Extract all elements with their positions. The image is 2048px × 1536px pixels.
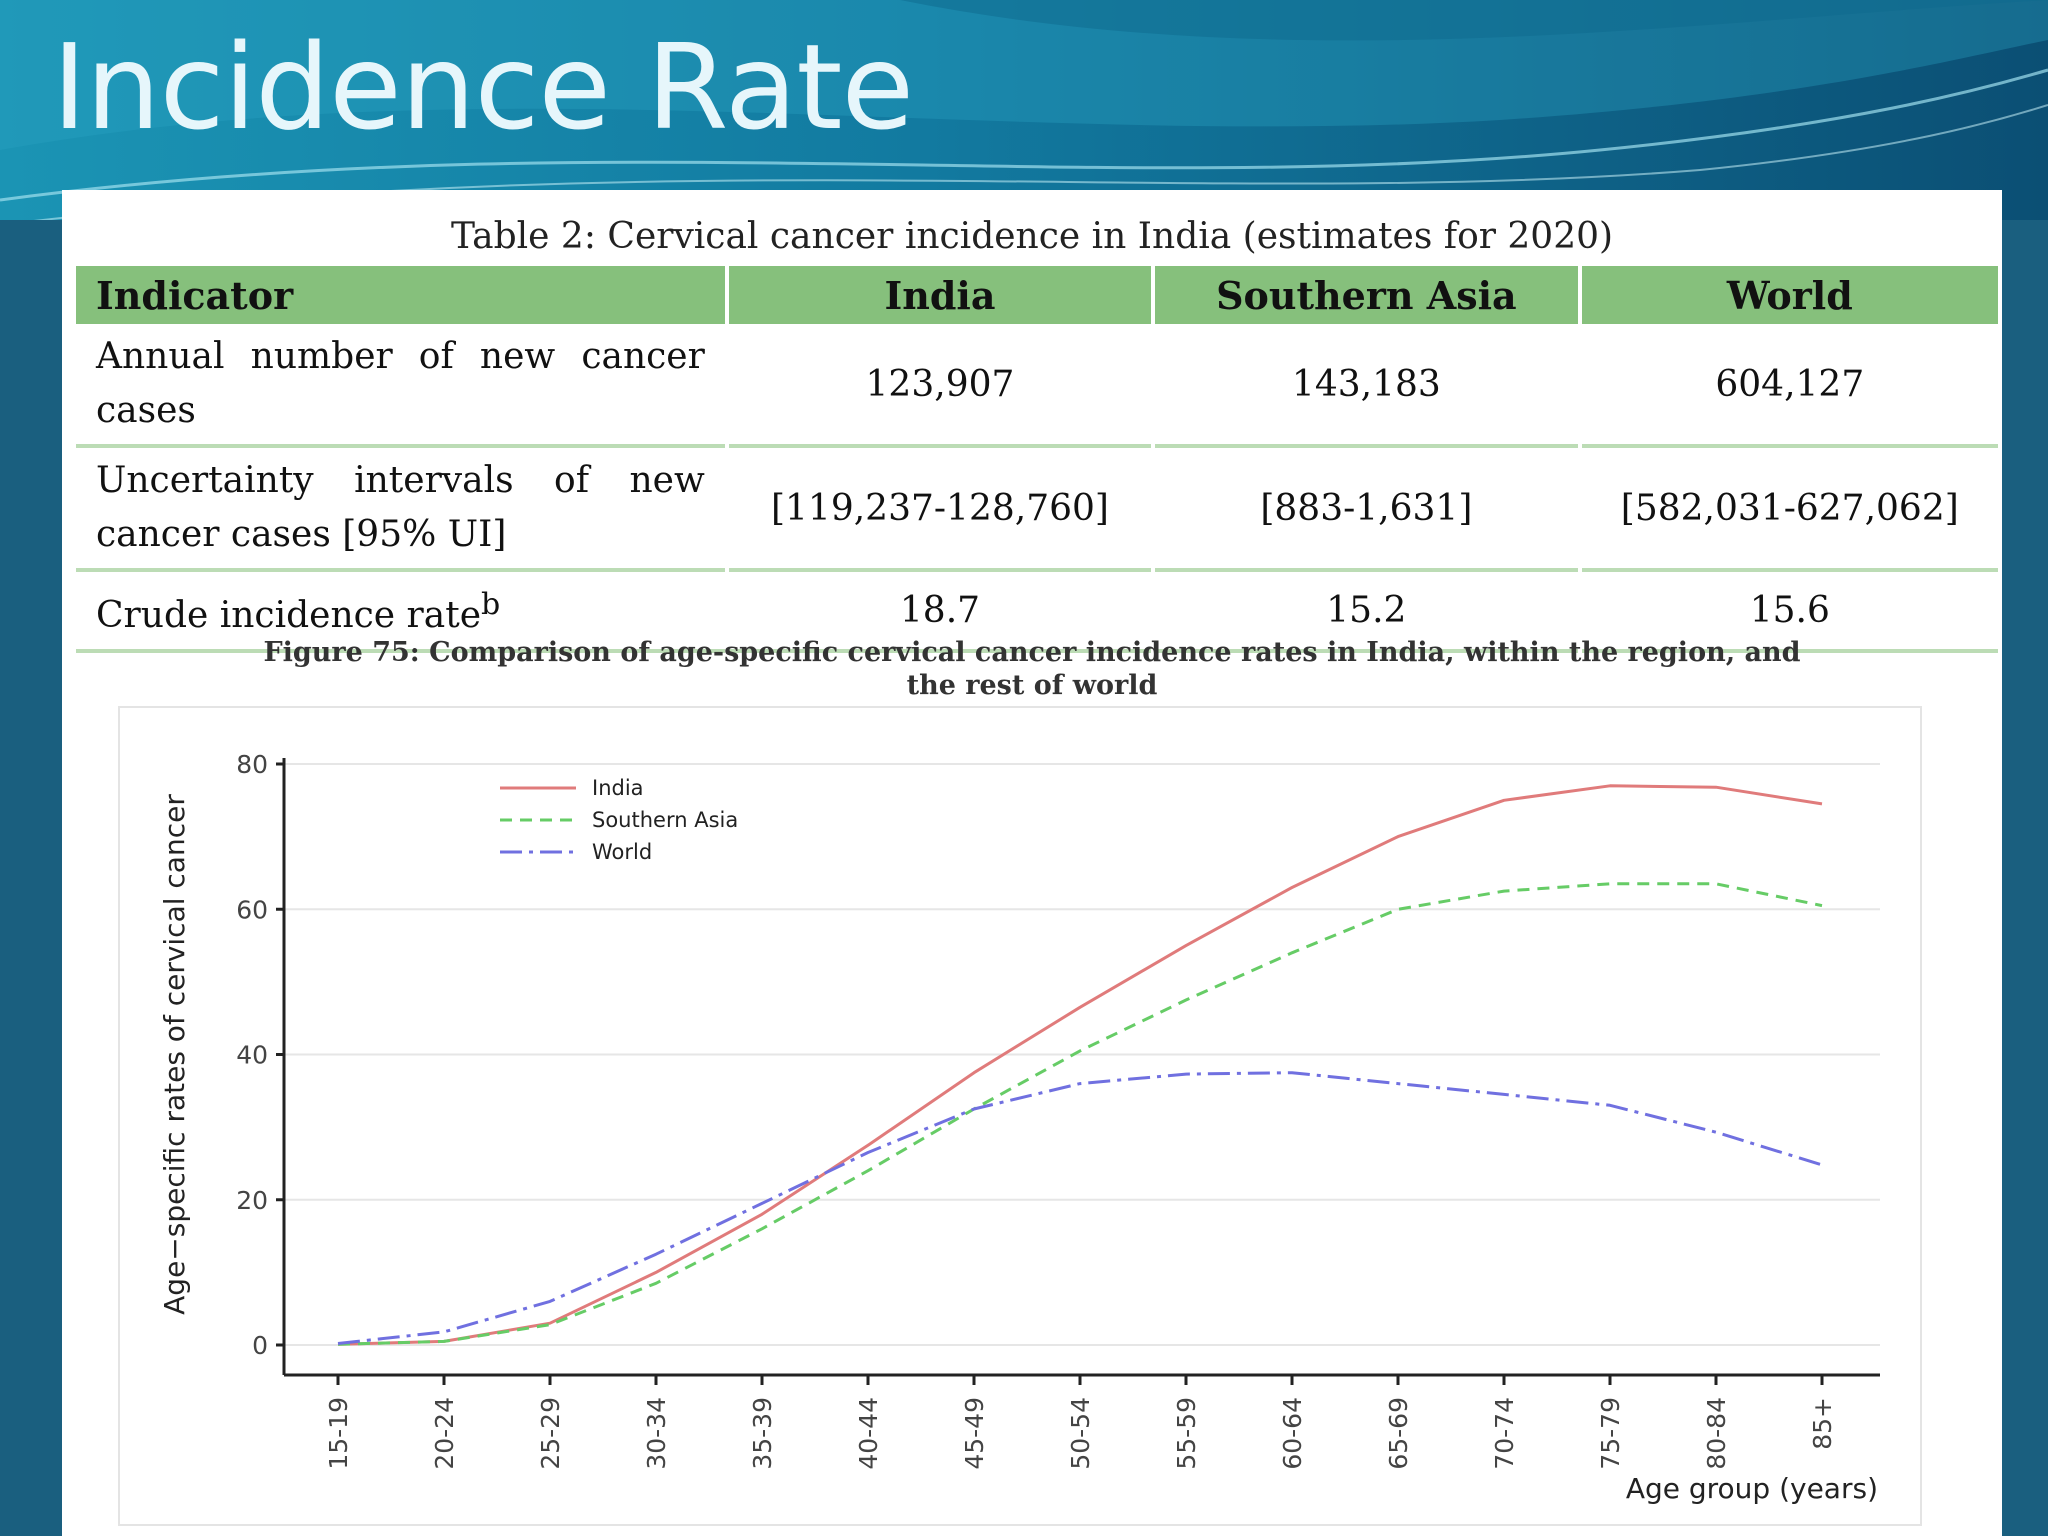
plot-frame: 0 20 40 60 80 15-19 20-24 25-29 30-34 35-39 40-44 4… [118,706,1922,1526]
x-tick-label: 15-19 [324,1397,353,1470]
legend-label: Southern Asia [592,808,738,832]
series-line-southern-asia [337,882,1823,1346]
series-line-world [337,1071,1823,1345]
legend-label: India [592,776,644,800]
x-tick-label: 85+ [1808,1397,1837,1450]
x-tick-label: 35-39 [748,1397,777,1470]
x-tick-label: 55-59 [1172,1397,1201,1470]
table-caption: Table 2: Cervical cancer incidence in In… [450,216,1614,257]
value-cell: [582,031-627,062] [1581,448,1998,572]
x-tick-label: 50-54 [1066,1397,1095,1470]
header-india: India [728,266,1152,324]
y-tick-label: 60 [236,895,268,924]
x-tick-label: 30-34 [642,1397,671,1470]
y-axis-label: Age−specific rates of cervical cancer [158,794,191,1315]
value-cell: 18.7 [728,572,1152,653]
y-tick-label: 20 [236,1186,268,1215]
header-wave-background [0,0,2048,220]
incidence-table: Indicator India Southern Asia World Annu… [72,266,2002,653]
footnote-marker: b [481,587,501,622]
y-tick-label: 40 [236,1041,268,1070]
figure-caption-line-1: Figure 75: Comparison of age-specific ce… [263,637,1801,668]
line-chart: 0 20 40 60 80 15-19 20-24 25-29 30-34 35-39 40-44 4… [158,750,1880,1505]
slide-title: Incidence Rate [52,18,914,156]
x-tick-label: 45-49 [960,1397,989,1470]
value-cell: 15.2 [1155,572,1578,653]
value-cell: [119,237-128,760] [728,448,1152,572]
indicator-cell: Uncertainty intervals of new cancer case… [76,448,725,572]
header-indicator: Indicator [76,266,725,324]
content-panel: Table 2: Cervical cancer incidence in In… [62,190,2002,1536]
figure-caption: Figure 75: Comparison of age-specific ce… [112,636,1952,702]
table-row: Crude incidence rateb 18.7 15.2 15.6 [76,572,1998,653]
indicator-text: Crude incidence rate [96,595,481,636]
y-tick-label: 80 [236,750,268,779]
x-tick-label: 20-24 [430,1397,459,1470]
table-row: Annual number of new cancer cases 123,90… [76,324,1998,448]
x-axis-label: Age group (years) [1626,1472,1878,1505]
x-tick-label: 70-74 [1490,1397,1519,1470]
y-tick-label: 0 [252,1331,268,1360]
value-cell: 123,907 [728,324,1152,448]
value-cell: 604,127 [1581,324,1998,448]
value-cell: 15.6 [1581,572,1998,653]
x-tick-label: 75-79 [1596,1397,1625,1470]
x-tick-label: 40-44 [854,1397,883,1470]
figure-caption-line-2: the rest of world [906,670,1158,701]
table-row: Uncertainty intervals of new cancer case… [76,448,1998,572]
series-line-india [337,784,1823,1346]
x-tick-label: 25-29 [536,1397,565,1470]
legend-label: World [592,840,652,864]
indicator-cell: Crude incidence rateb [76,572,725,653]
header-world: World [1581,266,1998,324]
x-tick-label: 60-64 [1278,1397,1307,1470]
value-cell: [883-1,631] [1155,448,1578,572]
value-cell: 143,183 [1155,324,1578,448]
indicator-cell: Annual number of new cancer cases [76,324,725,448]
x-tick-label: 80-84 [1702,1397,1731,1470]
header-southern-asia: Southern Asia [1155,266,1578,324]
x-tick-label: 65-69 [1384,1397,1413,1470]
